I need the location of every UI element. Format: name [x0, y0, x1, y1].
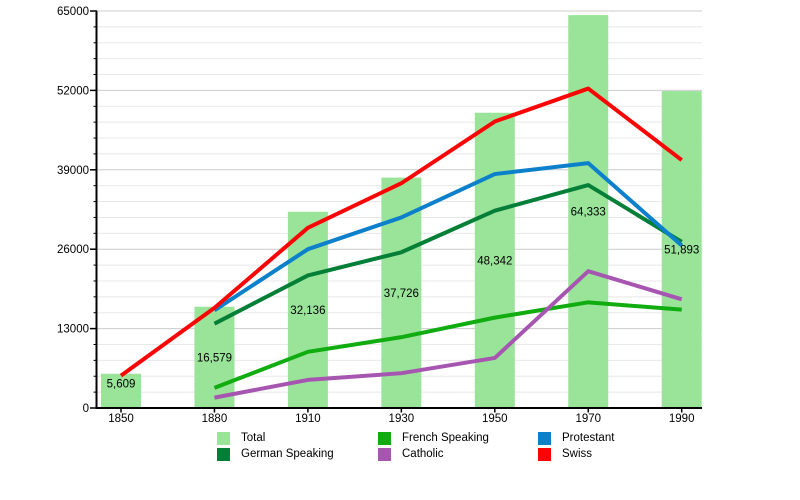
y-tick-label: 0 [83, 403, 89, 415]
line-protestant [213, 161, 684, 312]
legend-swatch [378, 448, 391, 461]
legend-item-protestant: Protestant [538, 432, 614, 445]
bar-value-label: 16,579 [197, 352, 232, 364]
legend-swatch [217, 448, 230, 461]
x-tick-label: 1850 [108, 413, 134, 425]
legend-label: German Speaking [241, 448, 334, 460]
y-tick-label: 52000 [57, 85, 89, 97]
legend-label: Protestant [562, 432, 615, 444]
legend-label: French Speaking [402, 432, 489, 444]
legend-swatch [538, 432, 551, 445]
bar-1850 [101, 373, 141, 408]
legend-item-swiss: Swiss [538, 448, 592, 461]
legend-swatch [217, 432, 230, 445]
x-tick-label: 1910 [295, 413, 321, 425]
line-swiss [119, 86, 683, 378]
x-tick-label: 1930 [389, 413, 415, 425]
line-german-speaking [213, 183, 683, 326]
x-tick-label: 1880 [202, 413, 228, 425]
bar-value-label: 5,609 [107, 379, 136, 391]
bar-value-label: 51,893 [664, 245, 699, 257]
bar-1970 [568, 15, 609, 409]
legend-item-total: Total [217, 432, 265, 445]
y-tick-label: 26000 [57, 244, 89, 256]
legend-swatch [538, 448, 551, 461]
y-tick-label: 39000 [57, 165, 89, 177]
x-tick-label: 1950 [482, 413, 508, 425]
bar-value-label: 37,726 [384, 288, 419, 300]
legend-swatch [378, 432, 391, 445]
bar-value-label: 48,342 [477, 255, 512, 267]
bar-value-label: 64,333 [571, 207, 606, 219]
bar-value-label: 32,136 [290, 305, 325, 317]
legend-label: Catholic [402, 448, 444, 460]
population-history-chart: 0 13000 26000 39000 52000 65000 1850 1880 1910 19… [57, 6, 702, 425]
line-catholic [214, 269, 683, 400]
legend-item-catholic: Catholic [378, 448, 444, 461]
legend-label: Total [241, 432, 266, 444]
legend-item-german-speaking: German Speaking [217, 448, 334, 461]
y-tick-label: 13000 [57, 324, 89, 336]
x-tick-label: 1970 [575, 413, 601, 425]
legend-item-french-speaking: French Speaking [378, 432, 489, 445]
y-tick-label: 65000 [57, 6, 89, 18]
x-tick-label: 1990 [669, 413, 695, 425]
line-french-speaking [213, 300, 682, 390]
legend-label: Swiss [562, 448, 593, 460]
bar-1990 [661, 91, 702, 408]
